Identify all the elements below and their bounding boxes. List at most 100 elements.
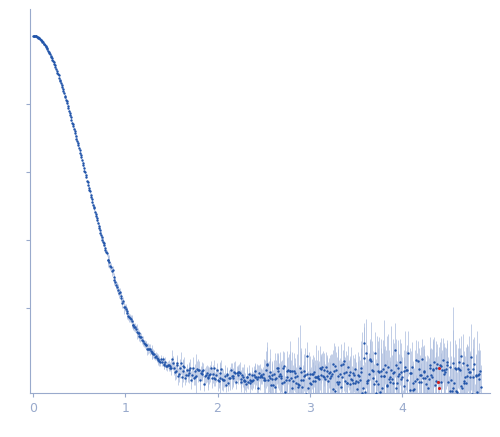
Point — [65, 107, 73, 114]
Point — [43, 45, 51, 52]
Point — [364, 376, 372, 383]
Point — [142, 341, 150, 348]
Point — [446, 364, 454, 371]
Point — [187, 377, 195, 384]
Point — [157, 356, 165, 363]
Point — [249, 376, 257, 383]
Point — [78, 157, 86, 164]
Point — [180, 363, 188, 370]
Point — [432, 364, 440, 371]
Point — [110, 277, 118, 284]
Point — [381, 361, 389, 368]
Point — [214, 377, 222, 384]
Point — [245, 370, 253, 377]
Point — [126, 315, 134, 322]
Point — [68, 121, 76, 128]
Point — [184, 367, 192, 374]
Point — [230, 368, 238, 375]
Point — [216, 370, 224, 377]
Point — [202, 370, 210, 377]
Point — [288, 368, 296, 375]
Point — [240, 378, 248, 385]
Point — [50, 59, 58, 66]
Point — [96, 229, 104, 236]
Point — [36, 35, 44, 42]
Point — [172, 367, 179, 374]
Point — [386, 378, 394, 385]
Point — [268, 375, 276, 382]
Point — [470, 361, 478, 368]
Point — [328, 371, 336, 378]
Point — [224, 380, 232, 387]
Point — [426, 364, 434, 371]
Point — [254, 373, 262, 380]
Point — [310, 377, 318, 384]
Point — [324, 372, 332, 379]
Point — [342, 368, 350, 375]
Point — [464, 365, 472, 372]
Point — [44, 48, 52, 55]
Point — [375, 369, 383, 376]
Point — [38, 38, 46, 45]
Point — [221, 372, 229, 379]
Point — [278, 379, 286, 386]
Point — [228, 372, 235, 379]
Point — [48, 56, 56, 63]
Point — [134, 330, 142, 337]
Point — [340, 358, 347, 365]
Point — [94, 222, 102, 229]
Point — [306, 370, 314, 377]
Point — [467, 354, 475, 361]
Point — [362, 380, 370, 387]
Point — [367, 357, 375, 364]
Point — [388, 375, 396, 382]
Point — [156, 359, 164, 366]
Point — [368, 366, 376, 373]
Point — [461, 373, 469, 380]
Point — [250, 373, 258, 380]
Point — [296, 377, 304, 384]
Point — [32, 33, 40, 40]
Point — [410, 385, 418, 392]
Point — [113, 284, 121, 291]
Point — [474, 371, 482, 378]
Point — [182, 371, 190, 378]
Point — [308, 371, 316, 378]
Point — [152, 354, 160, 361]
Point — [465, 369, 473, 376]
Point — [41, 42, 49, 49]
Point — [30, 32, 38, 39]
Point — [319, 372, 327, 379]
Point — [52, 67, 60, 74]
Point — [411, 377, 419, 384]
Point — [341, 377, 349, 384]
Point — [83, 178, 91, 185]
Point — [376, 373, 384, 380]
Point — [188, 371, 196, 378]
Point — [58, 81, 66, 88]
Point — [208, 371, 216, 378]
Point — [276, 371, 284, 378]
Point — [44, 46, 52, 53]
Point — [295, 381, 303, 388]
Point — [125, 314, 133, 321]
Point — [292, 379, 300, 386]
Point — [313, 373, 321, 380]
Point — [186, 364, 194, 371]
Point — [78, 160, 86, 166]
Point — [133, 328, 141, 335]
Point — [358, 369, 366, 376]
Point — [288, 384, 296, 391]
Point — [246, 377, 254, 384]
Point — [418, 355, 426, 362]
Point — [151, 353, 159, 360]
Point — [282, 373, 290, 380]
Point — [206, 370, 214, 377]
Point — [406, 387, 414, 394]
Point — [326, 368, 334, 375]
Point — [447, 376, 455, 383]
Point — [144, 345, 152, 352]
Point — [333, 378, 341, 385]
Point — [371, 350, 379, 357]
Point — [387, 367, 395, 374]
